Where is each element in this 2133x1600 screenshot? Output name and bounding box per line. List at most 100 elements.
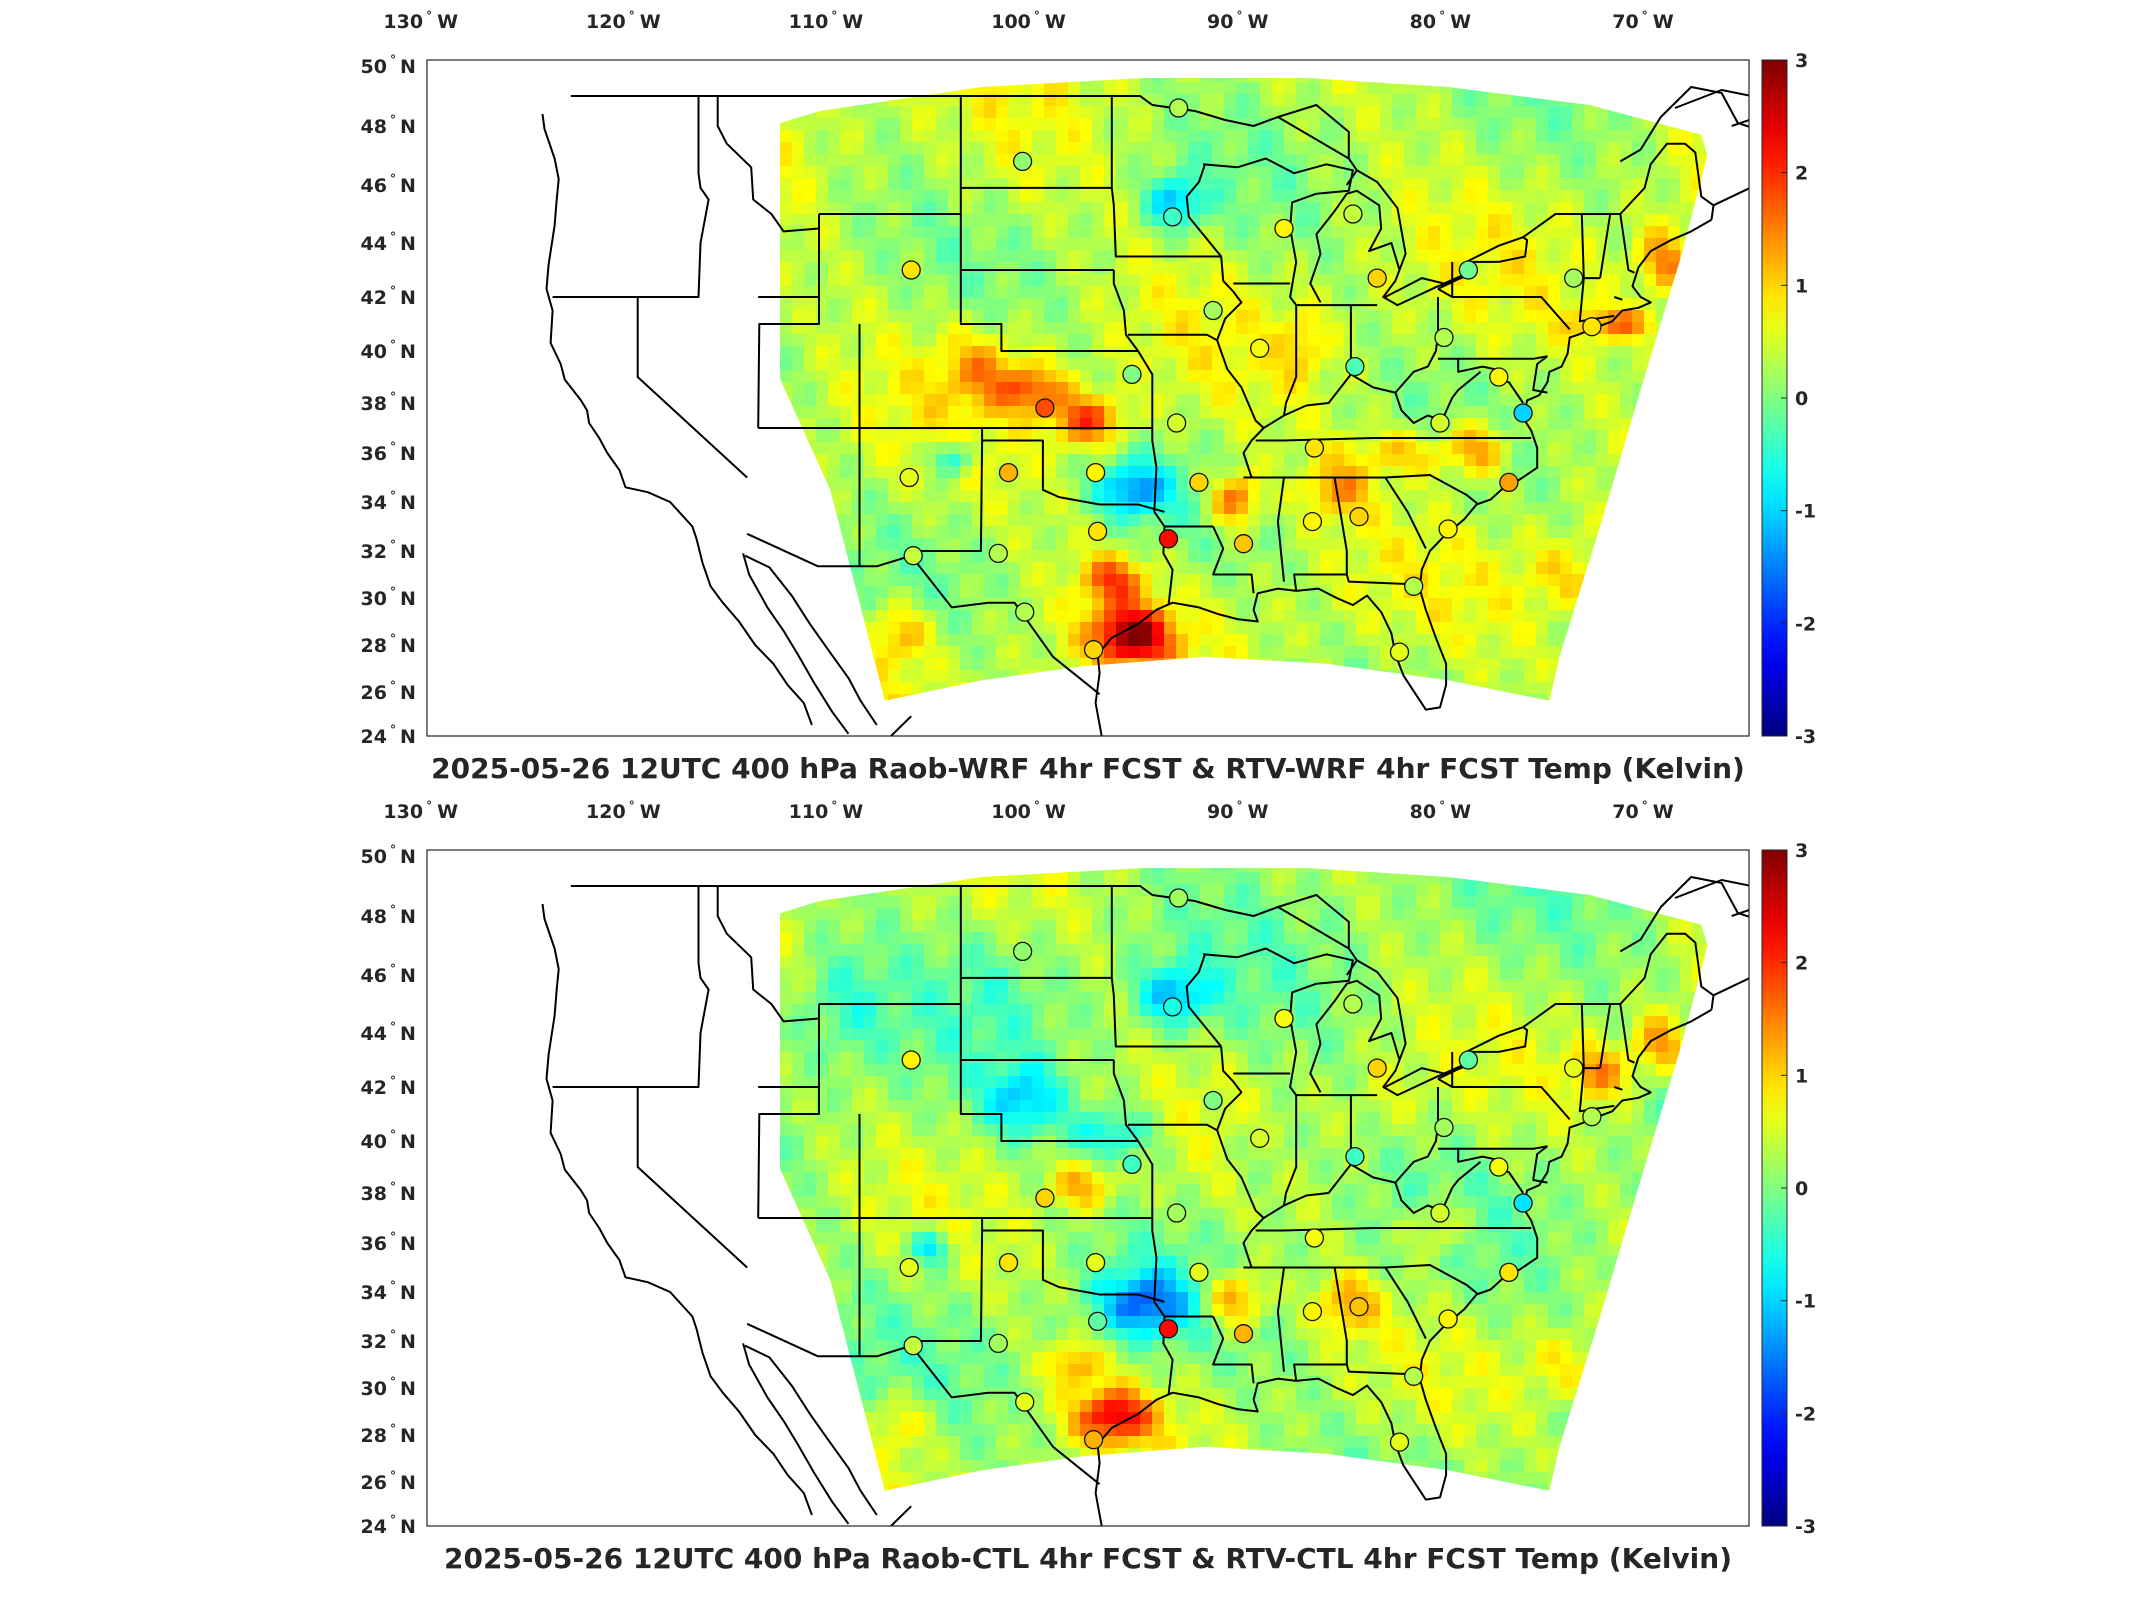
state-border — [1384, 271, 1469, 298]
state-border — [1283, 305, 1298, 416]
lon-tick-label: 110 — [789, 11, 829, 33]
lon-hemisphere-label: W — [1045, 11, 1066, 33]
state-border — [757, 214, 820, 429]
state-border — [1110, 187, 1222, 258]
lat-tick-label: 24 — [361, 1516, 387, 1538]
station-marker — [1203, 300, 1223, 321]
station-marker — [1582, 317, 1602, 337]
station-marker — [1203, 1090, 1223, 1111]
degree-symbol: ° — [629, 9, 635, 23]
coastline — [744, 554, 878, 726]
station-marker — [1582, 1107, 1602, 1127]
lat-hemisphere-label: N — [400, 682, 416, 704]
lat-tick-label: 48 — [361, 906, 387, 928]
degree-symbol: ° — [1439, 9, 1445, 23]
state-border — [1438, 1145, 1548, 1150]
lat-hemisphere-label: N — [400, 1023, 416, 1045]
state-border — [1437, 288, 1571, 331]
station-marker — [1513, 1193, 1533, 1213]
lat-tick-label: 46 — [361, 175, 387, 197]
state-border — [1221, 1363, 1255, 1384]
coastline — [742, 553, 850, 735]
station-marker — [1122, 1154, 1142, 1175]
colorbar-tick-label: -3 — [1795, 726, 1816, 748]
lat-hemisphere-label: N — [400, 1472, 416, 1494]
lon-hemisphere-label: W — [437, 11, 458, 33]
lon-tick-label: 100 — [991, 11, 1031, 33]
state-border — [1151, 428, 1174, 606]
degree-symbol: ° — [390, 53, 396, 67]
state-border — [1128, 256, 1243, 342]
degree-symbol: ° — [390, 723, 396, 737]
lat-tick-label: 24 — [361, 726, 387, 748]
degree-symbol: ° — [390, 1279, 396, 1293]
degree-symbol: ° — [831, 9, 837, 23]
lat-tick-label: 34 — [361, 492, 387, 514]
map-plot-top[interactable]: 130 ° W 120 ° W 110 ° W 100 ° W 90 ° W 80 ° W 70 ° W50 ° N48 ° N… — [0, 0, 2133, 800]
lat-hemisphere-label: N — [400, 287, 416, 309]
degree-symbol: ° — [390, 843, 396, 857]
state-border — [1345, 959, 1358, 976]
coastline — [541, 113, 813, 726]
state-border — [1289, 982, 1317, 1096]
station-marker — [1087, 521, 1108, 542]
state-border — [636, 1087, 748, 1269]
axes-frame — [426, 849, 1750, 1527]
coastline — [1674, 879, 1749, 917]
station-marker — [1162, 997, 1183, 1017]
lon-tick-label: 90 — [1207, 11, 1233, 33]
station-marker — [1343, 204, 1363, 224]
station-marker — [903, 546, 923, 566]
colorbar-tick-label: 1 — [1795, 275, 1808, 297]
state-border — [757, 1004, 820, 1219]
panel-title: 2025-05-26 12UTC 400 hPa Raob-WRF 4hr FC… — [431, 752, 1745, 785]
station-marker — [1168, 888, 1189, 908]
station-marker — [901, 1050, 921, 1070]
lat-tick-label: 28 — [361, 1425, 387, 1447]
lat-hemisphere-label: N — [400, 1233, 416, 1255]
degree-symbol: ° — [390, 230, 396, 244]
station-marker — [1158, 1319, 1179, 1339]
station-marker — [1015, 602, 1035, 622]
panel-top: 130 ° W 120 ° W 110 ° W 100 ° W 90 ° W 80 ° W 70 ° W 50 ° N 48 ° N… — [0, 0, 2133, 800]
coastline — [570, 95, 1715, 307]
lat-hemisphere-label: N — [400, 341, 416, 363]
station-marker — [899, 1257, 919, 1278]
degree-symbol: ° — [390, 113, 396, 127]
degree-symbol: ° — [390, 679, 396, 693]
degree-symbol: ° — [390, 1328, 396, 1342]
lat-hemisphere-label: N — [400, 635, 416, 657]
lon-hemisphere-label: W — [437, 801, 458, 823]
lat-hemisphere-label: N — [400, 116, 416, 138]
degree-symbol: ° — [390, 1074, 396, 1088]
state-border — [746, 532, 912, 568]
lon-tick-label: 100 — [991, 801, 1031, 823]
degree-symbol: ° — [390, 1230, 396, 1244]
state-border — [1599, 1003, 1612, 1069]
degree-symbol: ° — [390, 1180, 396, 1194]
station-marker — [998, 1252, 1019, 1273]
state-border — [1237, 947, 1354, 985]
state-border — [1283, 1095, 1298, 1206]
state-border — [1619, 213, 1635, 274]
station-marker — [1168, 98, 1189, 118]
lon-hemisphere-label: W — [1248, 11, 1269, 33]
degree-symbol: ° — [1439, 799, 1445, 813]
lon-hemisphere-label: W — [640, 11, 661, 33]
state-border — [1255, 1227, 1374, 1232]
station-marker — [1349, 507, 1369, 527]
lat-hemisphere-label: N — [400, 56, 416, 78]
map-plot-bottom[interactable]: 130 ° W 120 ° W 110 ° W 100 ° W 90 ° W 80 ° W 70 ° W50 ° N48 ° N… — [0, 790, 2133, 1590]
state-border — [1263, 1163, 1396, 1219]
state-border — [1384, 1266, 1427, 1339]
station-marker — [1166, 1203, 1187, 1223]
state-border — [1532, 355, 1549, 394]
station-marker — [1389, 1432, 1410, 1452]
state-border — [1185, 163, 1222, 258]
station-marker — [899, 467, 919, 488]
axes-frame — [426, 59, 1750, 737]
lat-tick-label: 32 — [361, 1331, 387, 1353]
colorbar-tick-label: 0 — [1795, 1178, 1808, 1200]
degree-symbol: ° — [390, 338, 396, 352]
degree-symbol: ° — [426, 9, 432, 23]
